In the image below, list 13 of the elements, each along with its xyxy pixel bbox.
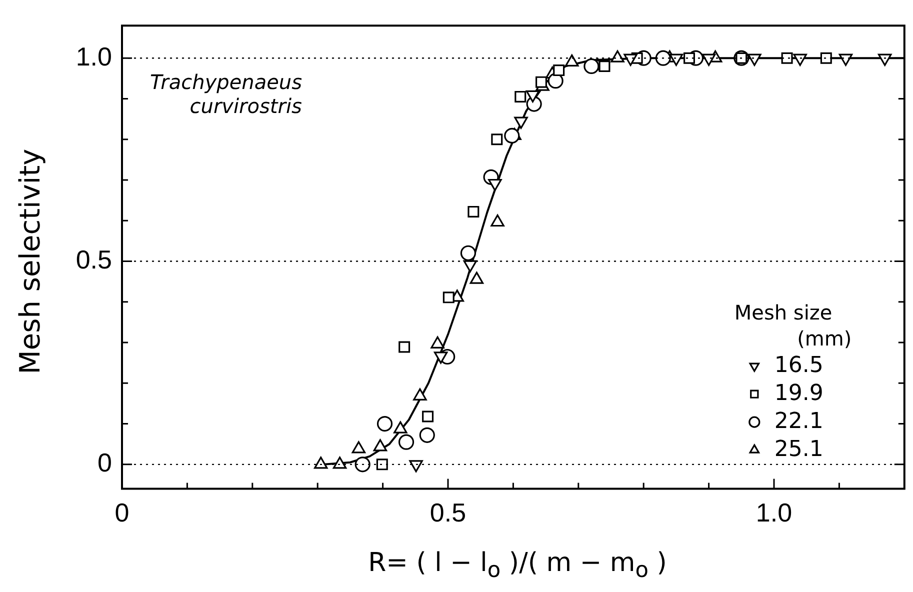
legend-label: 19.9 xyxy=(774,380,824,406)
annotation: Trachypenaeus curvirostris xyxy=(150,70,302,118)
x-tick-label: 0.5 xyxy=(430,498,466,528)
legend-label: 22.1 xyxy=(774,408,824,434)
y-axis-title: Mesh selectivity xyxy=(14,148,46,376)
x-tick-label: 1.0 xyxy=(756,498,792,528)
y-tick-label: 0 xyxy=(98,448,112,478)
y-tick-label: 1.0 xyxy=(76,41,112,72)
legend-label: 25.1 xyxy=(774,436,824,462)
y-tick-label: 0.5 xyxy=(76,244,112,274)
legend-label: 16.5 xyxy=(774,352,824,378)
x-axis-title: R= ( l − l$_{o}$ )/( m − m$_{o}$ ) xyxy=(367,548,668,584)
legend-title: Mesh size (mm) xyxy=(734,300,852,350)
